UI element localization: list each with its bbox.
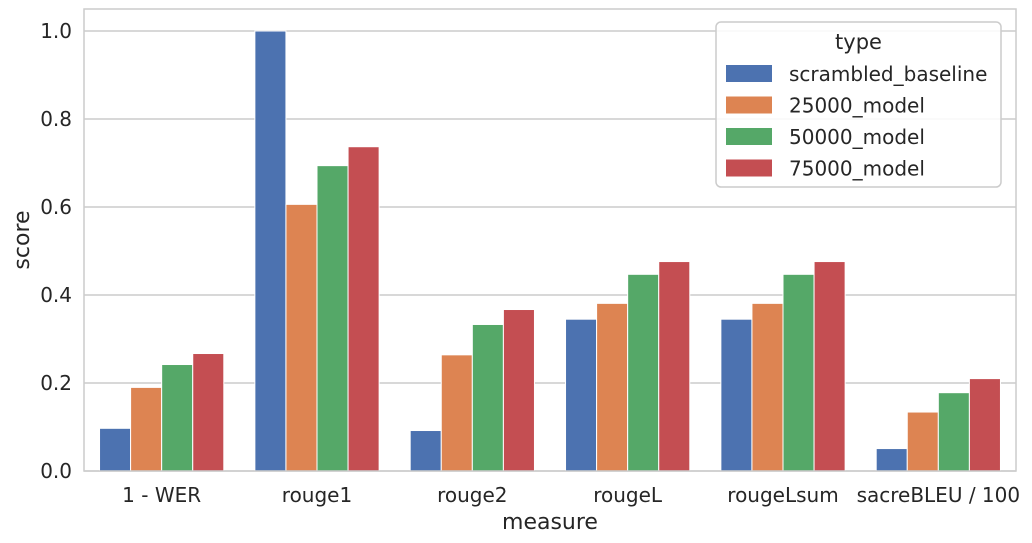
- bar-50000_model-5: [937, 392, 970, 472]
- y-tick-label: 0.4: [40, 283, 72, 307]
- bar-scrambled_baseline-3: [565, 318, 598, 472]
- legend-title: type: [835, 30, 882, 54]
- y-axis: 0.0 0.2 0.4 0.6 0.8 1.0: [40, 19, 72, 483]
- legend-swatch-75000_model: [726, 159, 772, 177]
- legend-label: scrambled_baseline: [789, 62, 987, 86]
- bar-25000_model-5: [906, 411, 939, 472]
- legend-frame: [715, 21, 1002, 188]
- bar-scrambled_baseline-2: [409, 430, 442, 472]
- y-tick-label: 0.2: [40, 371, 72, 395]
- bar-scrambled_baseline-4: [720, 318, 753, 472]
- y-tick-label: 0.0: [40, 459, 72, 483]
- y-tick-label: 1.0: [40, 19, 72, 43]
- bar-75000_model-3: [658, 261, 691, 472]
- legend-label: 50000_model: [789, 125, 925, 149]
- x-axis-title: measure: [502, 510, 598, 535]
- legend-swatch-50000_model: [726, 128, 772, 145]
- plot-frame: [83, 8, 1017, 472]
- x-tick-label: rougeL: [593, 483, 663, 507]
- x-tick-label: rouge1: [282, 483, 352, 507]
- bar-25000_model-0: [130, 386, 163, 472]
- x-tick-label: rouge2: [437, 483, 507, 507]
- bar-50000_model-3: [627, 273, 660, 472]
- bar-25000_model-3: [596, 302, 629, 472]
- y-axis-title: score: [10, 210, 35, 269]
- y-tick-label: 0.6: [40, 195, 72, 219]
- bar-50000_model-2: [471, 323, 504, 472]
- bar-75000_model-2: [502, 309, 535, 472]
- bars: [99, 30, 1001, 472]
- bar-scrambled_baseline-1: [254, 30, 287, 472]
- bar-75000_model-0: [192, 353, 225, 472]
- legend-label: 75000_model: [789, 157, 925, 181]
- x-axis: 1 - WER rouge1 rouge2 rougeL rougeLsum sacreB…: [122, 483, 1020, 507]
- legend-swatch-scrambled_baseline: [726, 65, 772, 82]
- bar-75000_model-4: [813, 261, 846, 472]
- bar-50000_model-0: [161, 364, 194, 472]
- bar-50000_model-1: [316, 165, 349, 472]
- bar-75000_model-5: [968, 378, 1001, 472]
- bar-75000_model-1: [347, 146, 380, 472]
- legend: type scrambled_baseline 25000_model 50000_m…: [715, 21, 1002, 188]
- bar-scrambled_baseline-5: [875, 448, 908, 472]
- x-tick-label: rougeLsum: [727, 483, 838, 507]
- bar-25000_model-4: [751, 302, 784, 472]
- bar-50000_model-4: [782, 273, 815, 472]
- bar-scrambled_baseline-0: [99, 427, 132, 472]
- bar-25000_model-1: [285, 203, 318, 472]
- x-tick-label: sacreBLEU / 100: [857, 483, 1021, 507]
- bar-25000_model-2: [440, 354, 473, 472]
- legend-label: 25000_model: [789, 94, 925, 118]
- x-tick-label: 1 - WER: [122, 483, 201, 507]
- y-tick-label: 0.8: [40, 107, 72, 131]
- legend-swatch-25000_model: [726, 96, 772, 114]
